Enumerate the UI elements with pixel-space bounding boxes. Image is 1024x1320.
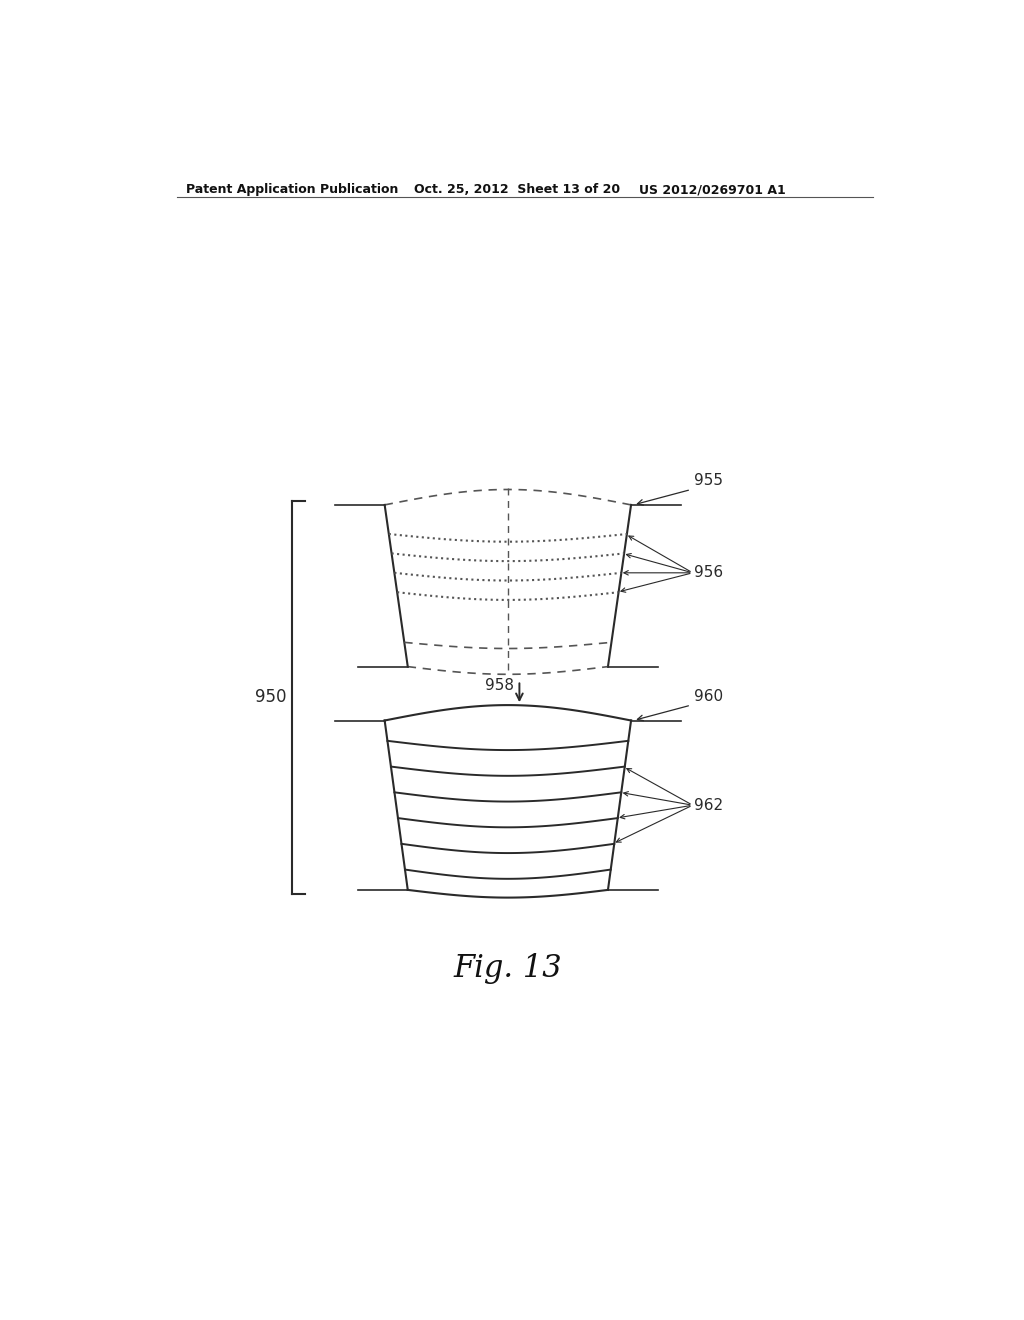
Text: 956: 956 — [694, 565, 723, 581]
Text: Fig. 13: Fig. 13 — [454, 953, 562, 983]
Text: 960: 960 — [694, 689, 723, 704]
Text: Oct. 25, 2012  Sheet 13 of 20: Oct. 25, 2012 Sheet 13 of 20 — [414, 183, 621, 197]
Text: Patent Application Publication: Patent Application Publication — [186, 183, 398, 197]
Text: 962: 962 — [694, 797, 723, 813]
Text: 950: 950 — [255, 689, 286, 706]
Text: US 2012/0269701 A1: US 2012/0269701 A1 — [639, 183, 785, 197]
Text: 955: 955 — [694, 473, 723, 488]
Text: 958: 958 — [484, 678, 514, 693]
